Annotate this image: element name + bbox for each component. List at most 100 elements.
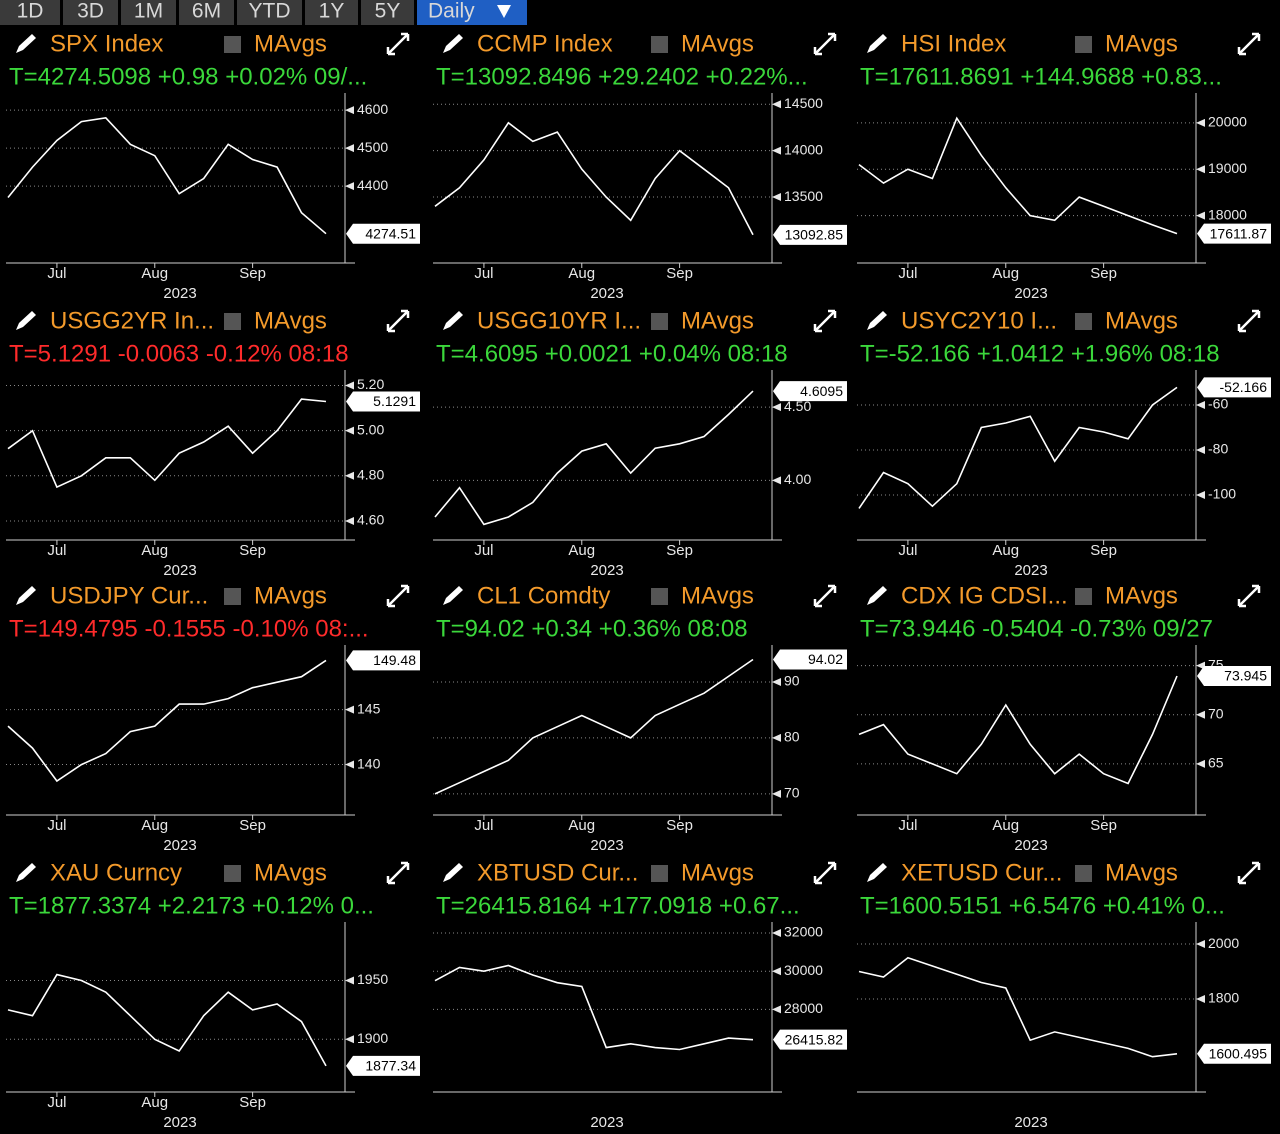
y-tick-label: 1950	[357, 971, 388, 987]
mavgs-button[interactable]: MAvgs	[1105, 307, 1178, 334]
last-value-tag	[1197, 223, 1271, 244]
y-tick-mark	[772, 967, 781, 976]
x-tick-label: Sep	[666, 817, 693, 834]
chart-title[interactable]: XBTUSD Cur...	[477, 859, 638, 886]
mavgs-checkbox[interactable]	[224, 865, 241, 882]
mavgs-button[interactable]: MAvgs	[681, 859, 754, 886]
toolbar-button[interactable]	[361, 0, 414, 25]
toolbar-button[interactable]	[237, 0, 302, 25]
edit-icon[interactable]	[443, 311, 463, 330]
toolbar-button-label[interactable]: Daily	[428, 0, 475, 23]
y-tick-label: 18000	[1208, 206, 1247, 222]
toolbar-button[interactable]	[121, 0, 176, 25]
chart-title[interactable]: USGG10YR I...	[477, 307, 641, 334]
edit-icon[interactable]	[443, 863, 463, 882]
chart-title[interactable]: USYC2Y10 I...	[901, 307, 1057, 334]
edit-icon[interactable]	[867, 586, 887, 605]
price-line	[7, 116, 327, 235]
mavgs-button[interactable]: MAvgs	[681, 30, 754, 57]
x-tick-label: Sep	[1090, 265, 1117, 282]
last-value-tag	[773, 1029, 847, 1050]
x-axis-label: 2023	[590, 562, 623, 579]
edit-icon[interactable]	[16, 863, 36, 882]
ticker-line: T=-52.166 +1.0412 +1.96% 08:18	[860, 340, 1220, 367]
y-tick-mark	[1196, 994, 1205, 1003]
mavgs-button[interactable]: MAvgs	[254, 582, 327, 609]
mavgs-button[interactable]: MAvgs	[1105, 30, 1178, 57]
expand-icon[interactable]	[386, 32, 410, 56]
expand-icon[interactable]	[813, 861, 837, 885]
x-axis-label: 2023	[590, 1114, 623, 1131]
toolbar-button-label[interactable]: 1M	[134, 0, 163, 23]
toolbar-button-label[interactable]: 1D	[17, 0, 44, 23]
y-tick-mark	[1196, 165, 1205, 174]
y-tick-label: -60	[1208, 396, 1228, 412]
expand-icon[interactable]	[1237, 309, 1261, 333]
price-line	[7, 398, 327, 489]
chart-title[interactable]: CDX IG CDSI...	[901, 582, 1068, 609]
edit-icon[interactable]	[867, 863, 887, 882]
chart-title[interactable]: SPX Index	[50, 30, 163, 57]
toolbar-button-label[interactable]: 3D	[77, 0, 104, 23]
mavgs-checkbox[interactable]	[651, 588, 668, 605]
chart-title[interactable]: CCMP Index	[477, 30, 613, 57]
last-value-tag	[346, 650, 420, 671]
mavgs-checkbox[interactable]	[224, 313, 241, 330]
edit-icon[interactable]	[867, 311, 887, 330]
edit-icon[interactable]	[443, 34, 463, 53]
edit-icon[interactable]	[16, 34, 36, 53]
price-line	[7, 659, 327, 783]
mavgs-checkbox[interactable]	[1075, 313, 1092, 330]
mavgs-checkbox[interactable]	[1075, 36, 1092, 53]
mavgs-button[interactable]: MAvgs	[254, 859, 327, 886]
toolbar-button-label[interactable]: 6M	[192, 0, 221, 23]
mavgs-button[interactable]: MAvgs	[1105, 582, 1178, 609]
mavgs-checkbox[interactable]	[224, 588, 241, 605]
expand-icon[interactable]	[813, 32, 837, 56]
edit-icon[interactable]	[16, 586, 36, 605]
expand-icon[interactable]	[813, 309, 837, 333]
expand-icon[interactable]	[1237, 861, 1261, 885]
toolbar-button[interactable]	[0, 0, 60, 25]
toolbar-button-label[interactable]: 1Y	[319, 0, 345, 23]
mavgs-button[interactable]: MAvgs	[681, 582, 754, 609]
chart-title[interactable]: HSI Index	[901, 30, 1006, 57]
edit-icon[interactable]	[443, 586, 463, 605]
toolbar-button-label[interactable]: YTD	[249, 0, 291, 23]
y-tick-label: 4.00	[784, 471, 811, 487]
mavgs-checkbox[interactable]	[651, 36, 668, 53]
toolbar-button[interactable]	[417, 0, 527, 25]
y-tick-mark	[345, 106, 354, 115]
chart-title[interactable]: USDJPY Cur...	[50, 582, 208, 609]
toolbar-button-label[interactable]: 5Y	[375, 0, 401, 23]
toolbar-button[interactable]	[63, 0, 118, 25]
mavgs-button[interactable]: MAvgs	[681, 307, 754, 334]
y-tick-mark	[345, 516, 354, 525]
y-tick-mark	[772, 1005, 781, 1014]
edit-icon[interactable]	[867, 34, 887, 53]
expand-icon[interactable]	[1237, 32, 1261, 56]
mavgs-button[interactable]: MAvgs	[1105, 859, 1178, 886]
chart-title[interactable]: XETUSD Cur...	[901, 859, 1062, 886]
mavgs-checkbox[interactable]	[651, 313, 668, 330]
toolbar-button[interactable]	[179, 0, 234, 25]
chart-title[interactable]: XAU Curncy	[50, 859, 182, 886]
ticker-line: T=13092.8496 +29.2402 +0.22%...	[436, 63, 808, 90]
expand-icon[interactable]	[386, 309, 410, 333]
mavgs-checkbox[interactable]	[651, 865, 668, 882]
mavgs-button[interactable]: MAvgs	[254, 30, 327, 57]
mavgs-checkbox[interactable]	[1075, 865, 1092, 882]
expand-icon[interactable]	[386, 584, 410, 608]
expand-icon[interactable]	[386, 861, 410, 885]
toolbar-button[interactable]	[305, 0, 358, 25]
chart-title[interactable]: USGG2YR In...	[50, 307, 214, 334]
mavgs-button[interactable]: MAvgs	[254, 307, 327, 334]
mavgs-checkbox[interactable]	[224, 36, 241, 53]
last-value-tag	[346, 223, 420, 244]
expand-icon[interactable]	[813, 584, 837, 608]
price-line	[434, 964, 754, 1051]
mavgs-checkbox[interactable]	[1075, 588, 1092, 605]
chart-title[interactable]: CL1 Comdty	[477, 582, 610, 609]
edit-icon[interactable]	[16, 311, 36, 330]
expand-icon[interactable]	[1237, 584, 1261, 608]
